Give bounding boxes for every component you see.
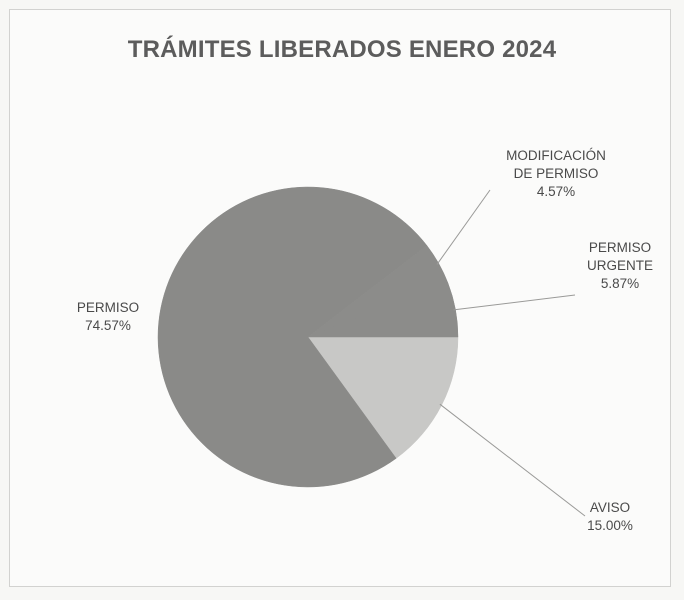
chart-title: TRÁMITES LIBERADOS ENERO 2024: [127, 36, 557, 63]
leader-line-modificacion-de-permiso: [436, 189, 491, 265]
data-label-modificacion-de-permiso: MODIFICACIÓN DE PERMISO 4.57%: [506, 148, 606, 199]
pie-slice-permiso: [157, 186, 428, 488]
data-label-permiso-urgente: PERMISO URGENTE 5.87%: [587, 240, 653, 291]
leader-line-permiso-urgente: [453, 294, 576, 311]
data-label-aviso: AVISO 15.00%: [587, 500, 633, 533]
leader-line-aviso: [439, 403, 586, 517]
data-label-permiso: PERMISO 74.57%: [77, 300, 139, 333]
